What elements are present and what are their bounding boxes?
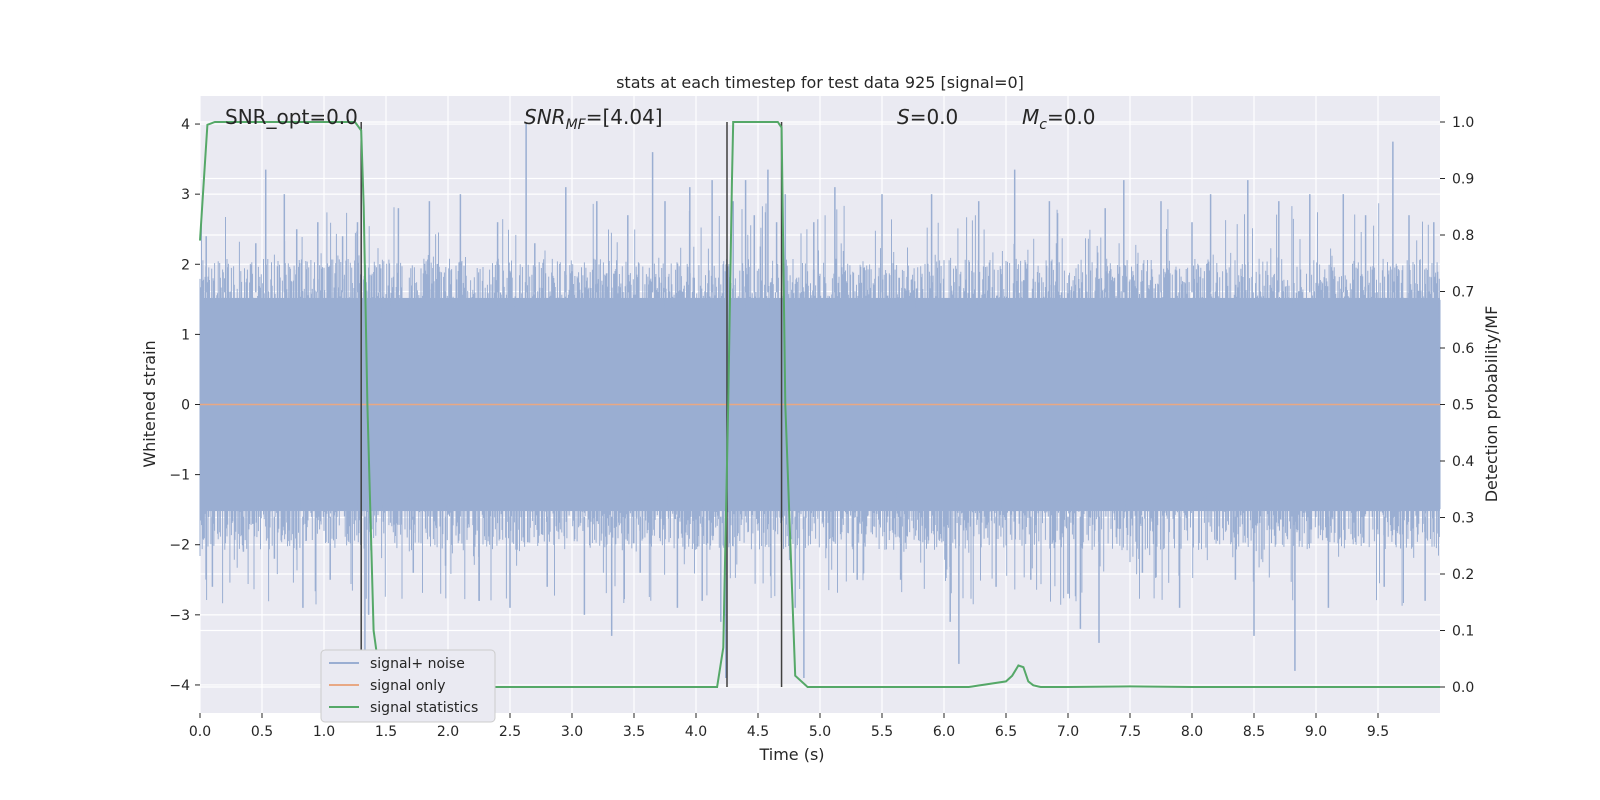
y-tick-label: 0 bbox=[181, 398, 190, 414]
y-axis-ticks: −4 −3 −2 −1 0 1 2 3 4 bbox=[169, 117, 200, 694]
y-tick-label: 1 bbox=[181, 327, 190, 343]
annotation-mc: Mc=0.0 bbox=[1022, 105, 1096, 133]
chart-title: stats at each timestep for test data 925… bbox=[616, 73, 1024, 92]
noise-trace bbox=[199, 203, 1441, 606]
vertical-marker-lines bbox=[360, 121, 783, 688]
x-tick-label: 7.0 bbox=[1057, 724, 1079, 740]
y2-tick-label: 0.2 bbox=[1452, 567, 1474, 583]
legend-box bbox=[320, 649, 496, 723]
y2-axis-label: Detection probability/MF bbox=[1482, 306, 1501, 503]
annotation-mc-base: M bbox=[1022, 105, 1039, 129]
annotation-mc-sub: c bbox=[1039, 117, 1047, 133]
y-tick-label: 4 bbox=[181, 117, 190, 133]
y2-tick-label: 0.5 bbox=[1452, 398, 1474, 414]
x-tick-label: 6.0 bbox=[933, 724, 955, 740]
x-tick-label: 6.5 bbox=[995, 724, 1017, 740]
y-axis-label: Whitened strain bbox=[140, 340, 159, 467]
legend-label-signal-statistics: signal statistics bbox=[370, 700, 478, 716]
y2-tick-label: 0.9 bbox=[1452, 171, 1474, 187]
x-tick-label: 2.0 bbox=[437, 724, 459, 740]
y-tick-label: −2 bbox=[169, 538, 190, 554]
x-tick-label: 2.5 bbox=[499, 724, 521, 740]
x-tick-label: 0.0 bbox=[189, 724, 211, 740]
y2-axis-ticks: 0.0 0.1 0.2 0.3 0.4 0.5 0.6 0.7 0.8 0.9 1.0 bbox=[1440, 115, 1474, 696]
x-tick-label: 8.5 bbox=[1243, 724, 1265, 740]
x-tick-label: 0.5 bbox=[251, 724, 273, 740]
x-tick-label: 4.0 bbox=[685, 724, 707, 740]
x-tick-label: 4.5 bbox=[747, 724, 769, 740]
y-tick-label: −4 bbox=[169, 678, 190, 694]
x-tick-label: 1.0 bbox=[313, 724, 335, 740]
x-tick-label: 9.0 bbox=[1305, 724, 1327, 740]
annotation-s-symbol: S bbox=[897, 105, 910, 129]
legend-label-signal-only: signal only bbox=[370, 678, 445, 694]
x-axis-ticks: 0.0 0.5 1.0 1.5 2.0 2.5 3.0 3.5 4.0 4.5 5.0 5.5 6.0 6… bbox=[189, 713, 1389, 740]
y-tick-label: 2 bbox=[181, 257, 190, 273]
x-tick-label: 3.5 bbox=[623, 724, 645, 740]
y-tick-label: 3 bbox=[181, 187, 190, 203]
x-tick-label: 3.0 bbox=[561, 724, 583, 740]
x-tick-label: 5.5 bbox=[871, 724, 893, 740]
legend: signal+ noise signal only signal statist… bbox=[320, 649, 496, 723]
y2-tick-label: 0.4 bbox=[1452, 454, 1474, 470]
y2-tick-label: 0.0 bbox=[1452, 680, 1474, 696]
annotation-snr-mf-val: =[4.04] bbox=[586, 105, 663, 129]
y-tick-label: −3 bbox=[169, 608, 190, 624]
y2-tick-label: 0.7 bbox=[1452, 284, 1474, 300]
annotation-s-value: =0.0 bbox=[910, 105, 959, 129]
y2-tick-label: 0.8 bbox=[1452, 228, 1474, 244]
x-tick-label: 9.5 bbox=[1367, 724, 1389, 740]
annotation-snr-mf: SNRMF=[4.04] bbox=[524, 105, 663, 133]
y-tick-label: −1 bbox=[169, 468, 190, 484]
x-tick-label: 5.0 bbox=[809, 724, 831, 740]
x-tick-label: 1.5 bbox=[375, 724, 397, 740]
annotation-s: S=0.0 bbox=[897, 105, 958, 129]
annotation-snr-mf-base: SNR bbox=[524, 105, 566, 129]
signal-statistics-line bbox=[199, 121, 1440, 688]
x-tick-label: 8.0 bbox=[1181, 724, 1203, 740]
annotation-snr-mf-sub: MF bbox=[566, 117, 587, 133]
x-tick-label: 7.5 bbox=[1119, 724, 1141, 740]
x-axis-label: Time (s) bbox=[758, 745, 824, 764]
y2-tick-label: 0.3 bbox=[1452, 511, 1474, 527]
legend-label-signal-noise: signal+ noise bbox=[370, 656, 465, 672]
annotation-mc-value: =0.0 bbox=[1047, 105, 1096, 129]
y2-tick-label: 0.6 bbox=[1452, 341, 1474, 357]
y2-tick-label: 1.0 bbox=[1452, 115, 1474, 131]
y2-tick-label: 0.1 bbox=[1452, 624, 1474, 640]
annotation-snr-opt: SNR_opt=0.0 bbox=[225, 105, 358, 129]
